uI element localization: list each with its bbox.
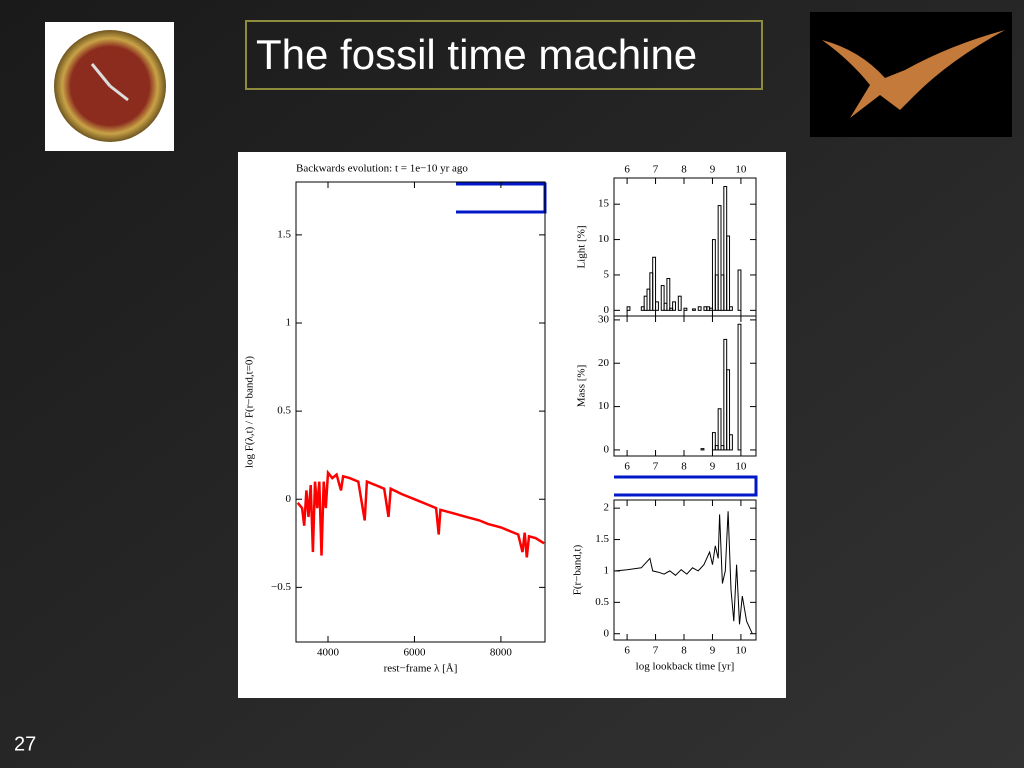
histogram-bar <box>697 306 702 311</box>
x-tick-label: 10 <box>735 164 747 176</box>
histogram-bar <box>717 205 722 311</box>
histogram-bar <box>729 306 733 311</box>
y-tick-label: 0 <box>604 304 610 316</box>
x-tick-label: 6 <box>624 645 630 657</box>
histogram-bar <box>700 448 705 451</box>
x-tick-label: 7 <box>653 164 659 176</box>
chart-title: Backwards evolution: t = 1e−10 yr ago <box>296 163 468 175</box>
y-tick-label: 0.5 <box>595 596 609 608</box>
x-tick-label: 10 <box>735 645 747 657</box>
y-tick-label: 1.5 <box>595 533 609 545</box>
y-axis-label: log F(λ,t) / F(r−band,t=0) <box>244 356 256 468</box>
y-tick-label: 1.5 <box>277 228 291 240</box>
histogram-bar <box>737 269 742 311</box>
bracket <box>614 475 758 497</box>
x-tick-label: 8 <box>681 645 687 657</box>
histogram-bar <box>717 408 722 451</box>
x-tick-label: 8 <box>681 164 687 176</box>
y-tick-label: 20 <box>598 357 610 369</box>
data-line <box>296 469 545 558</box>
histogram-bar <box>726 235 731 311</box>
y-tick-label: 2 <box>604 502 610 514</box>
figure-background <box>238 152 786 698</box>
histogram-bar <box>660 285 665 311</box>
histogram-bar <box>666 277 671 311</box>
clock-hand <box>90 63 112 87</box>
histogram-bar <box>652 256 657 311</box>
y-tick-label: 0 <box>604 443 610 455</box>
x-tick-label: 8 <box>681 461 687 473</box>
x-tick-label: 4000 <box>317 647 340 659</box>
y-tick-label: 0 <box>286 493 292 505</box>
y-tick-label: 10 <box>598 233 610 245</box>
x-axis-label: rest−frame λ [Å] <box>384 663 458 675</box>
histogram-bar <box>626 306 631 311</box>
title-box <box>245 20 763 90</box>
x-tick-label: 7 <box>653 461 659 473</box>
data-line <box>615 511 753 634</box>
plot-frame <box>613 315 757 457</box>
y-tick-label: 1 <box>604 564 610 576</box>
x-tick-label: 8000 <box>490 647 513 659</box>
plot-frame <box>295 181 546 643</box>
y-tick-label: −0.5 <box>271 581 291 593</box>
histogram-bar <box>672 301 676 311</box>
clock-hand <box>109 84 129 102</box>
y-axis-label: Light [%] <box>576 225 588 268</box>
y-tick-label: 10 <box>598 400 610 412</box>
x-axis-label: log lookback time [yr] <box>636 661 735 673</box>
histogram-bar <box>655 301 659 311</box>
x-tick-label: 9 <box>710 645 716 657</box>
histogram-bar <box>677 295 682 311</box>
y-axis-label: F(r−band,t) <box>572 544 584 595</box>
histogram-bar <box>726 369 731 451</box>
x-tick-label: 10 <box>735 461 747 473</box>
y-tick-label: 30 <box>598 313 610 325</box>
y-axis-label: Mass [%] <box>576 365 588 407</box>
x-tick-label: 6 <box>624 164 630 176</box>
y-tick-label: 1 <box>286 317 292 329</box>
y-tick-label: 0 <box>604 627 610 639</box>
histogram-bar <box>729 434 733 451</box>
histogram-bar <box>692 308 696 311</box>
x-tick-label: 6 <box>624 461 630 473</box>
x-tick-label: 6000 <box>403 647 426 659</box>
slide-title: The fossil time machine <box>256 31 697 78</box>
pterodactyl-icon <box>822 30 1005 118</box>
y-tick-label: 5 <box>604 268 610 280</box>
y-tick-label: 15 <box>598 198 610 210</box>
plot-frame <box>613 499 757 641</box>
page-number: 27 <box>14 733 36 755</box>
x-tick-label: 9 <box>710 164 716 176</box>
histogram-bar <box>711 432 716 451</box>
y-tick-label: 0.5 <box>277 405 291 417</box>
histogram-bar <box>683 307 688 311</box>
histogram-bar <box>737 323 742 451</box>
x-tick-label: 7 <box>653 645 659 657</box>
x-tick-label: 9 <box>710 461 716 473</box>
